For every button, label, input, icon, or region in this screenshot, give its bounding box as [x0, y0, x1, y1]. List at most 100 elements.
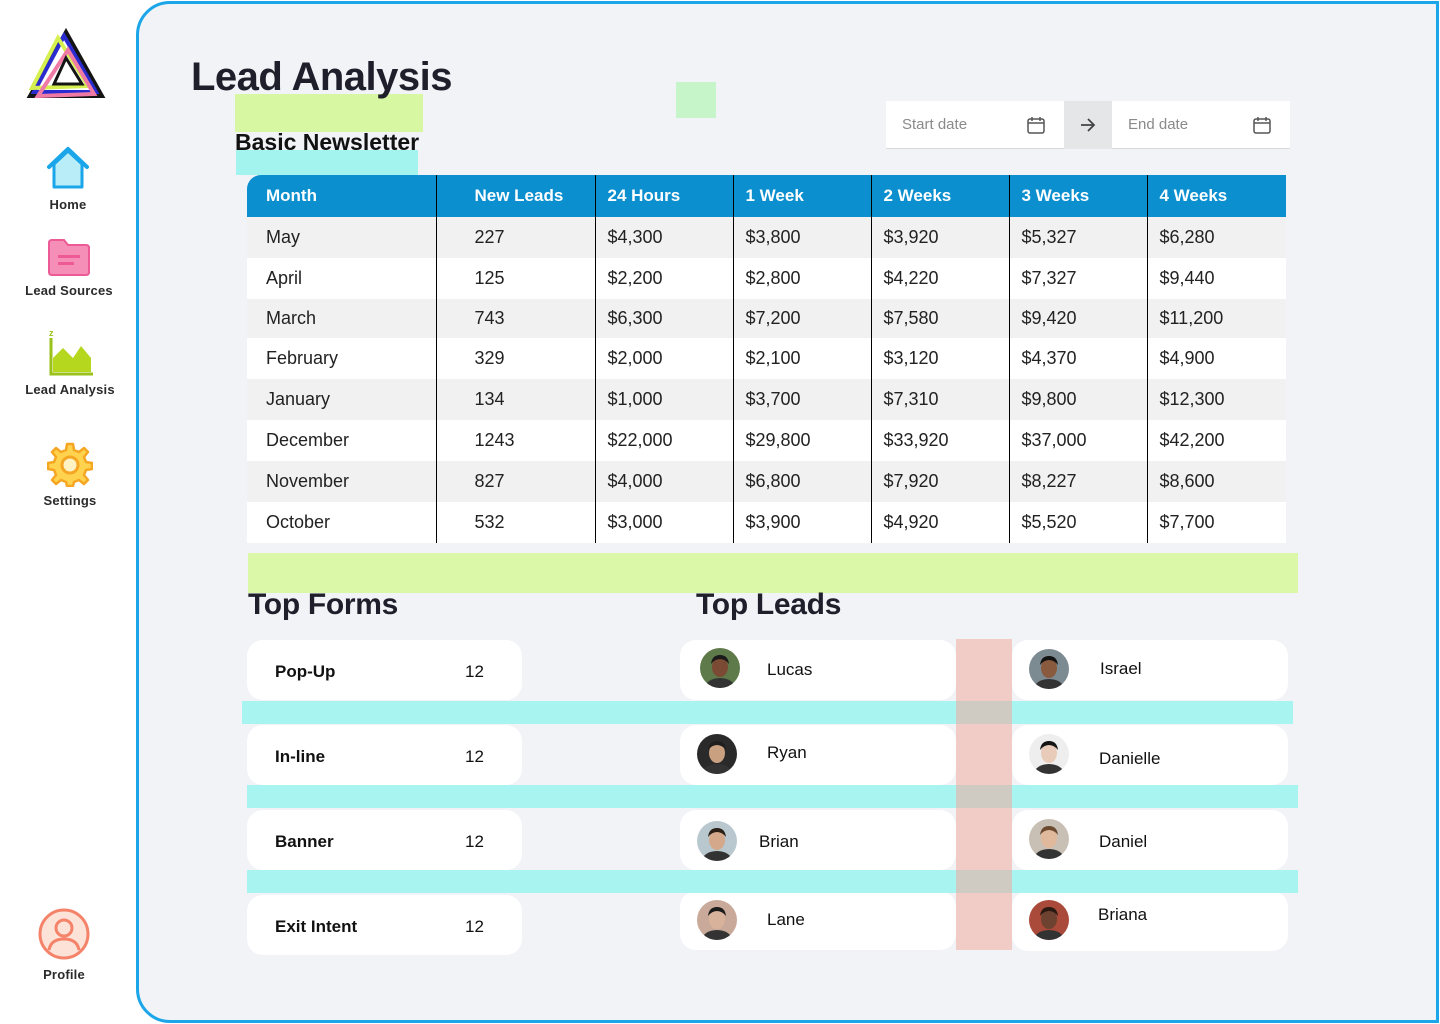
end-date-input[interactable]: End date: [1112, 101, 1290, 149]
lead-card[interactable]: Israel: [1012, 640, 1288, 700]
column-header[interactable]: 24 Hours: [594, 175, 733, 217]
form-card[interactable]: Pop-Up 12: [247, 640, 522, 700]
form-count: 12: [465, 662, 484, 681]
table-cell: $2,200: [594, 258, 733, 299]
table-cell: $3,700: [732, 379, 871, 420]
form-count: 12: [465, 747, 484, 766]
avatar: [1029, 734, 1069, 774]
avatar: [697, 821, 737, 861]
lead-analysis-table: Month New Leads 24 Hours 1 Week 2 Weeks …: [247, 175, 1286, 543]
lead-card[interactable]: Briana: [1012, 891, 1288, 951]
lead-name: Briana: [1098, 905, 1148, 924]
form-count: 12: [465, 832, 484, 851]
table-cell: March: [247, 299, 436, 338]
table-cell: $3,120: [870, 338, 1009, 379]
avatar: [1029, 649, 1069, 689]
form-card[interactable]: Exit Intent 12: [247, 895, 522, 955]
lead-name: Lane: [767, 910, 805, 929]
page-title: Lead Analysis: [191, 55, 453, 99]
sidebar-item-lead-analysis[interactable]: z Lead Analysis: [10, 328, 130, 397]
table-cell: 125: [435, 258, 595, 299]
table-row[interactable]: April 125 $2,200 $2,800 $4,220 $7,327 $9,440: [247, 258, 1286, 299]
column-header[interactable]: 2 Weeks: [870, 175, 1009, 217]
table-cell: 329: [435, 338, 595, 379]
table-row[interactable]: December 1243 $22,000 $29,800 $33,920 $37,000…: [247, 420, 1286, 461]
start-date-placeholder: Start date: [902, 116, 968, 133]
form-name: Pop-Up: [275, 662, 336, 681]
highlight-overlay: [236, 150, 418, 175]
table-cell: $3,800: [732, 217, 871, 258]
table-cell: $8,600: [1146, 461, 1286, 502]
calendar-icon[interactable]: [1026, 115, 1046, 135]
table-cell: $11,200: [1146, 299, 1286, 338]
lead-card[interactable]: Lucas: [680, 640, 956, 700]
sidebar-item-label: Lead Sources: [25, 283, 113, 298]
table-cell: $9,800: [1008, 379, 1147, 420]
table-cell: $5,520: [1008, 502, 1147, 543]
avatar: [697, 900, 737, 940]
table-row[interactable]: January 134 $1,000 $3,700 $7,310 $9,800 $12,30…: [247, 379, 1286, 420]
table-cell: $7,920: [870, 461, 1009, 502]
lead-name: Daniel: [1099, 832, 1148, 851]
table-row[interactable]: November 827 $4,000 $6,800 $7,920 $8,227 $8,60…: [247, 461, 1286, 502]
table-cell: $12,300: [1146, 379, 1286, 420]
gear-icon: [47, 442, 93, 487]
lead-name: Ryan: [767, 743, 807, 762]
sidebar-item-label: Settings: [43, 493, 97, 508]
table-cell: $6,800: [732, 461, 871, 502]
table-cell: $42,200: [1146, 420, 1286, 461]
table-cell: $8,227: [1008, 461, 1147, 502]
highlight-overlay: [235, 94, 423, 132]
table-cell: 532: [435, 502, 595, 543]
chart-icon: z: [49, 328, 93, 376]
lead-card[interactable]: Ryan: [680, 725, 956, 785]
calendar-icon[interactable]: [1252, 115, 1272, 135]
form-card[interactable]: In-line 12: [247, 725, 522, 785]
folder-icon: [48, 239, 90, 276]
table-cell: $29,800: [732, 420, 871, 461]
highlight-overlay: [242, 701, 1293, 724]
sidebar-item-settings[interactable]: Settings: [10, 441, 130, 508]
column-header[interactable]: 3 Weeks: [1008, 175, 1147, 217]
table-row[interactable]: March 743 $6,300 $7,200 $7,580 $9,420 $11,200: [247, 299, 1286, 338]
form-card[interactable]: Banner 12: [247, 810, 522, 870]
highlight-overlay: [247, 785, 1298, 808]
sidebar-item-home[interactable]: Home: [8, 145, 128, 212]
table-cell: $4,220: [870, 258, 1009, 299]
table-row[interactable]: May 227 $4,300 $3,800 $3,920 $5,327 $6,280: [247, 217, 1286, 258]
table-cell: $4,920: [870, 502, 1009, 543]
svg-text:z: z: [49, 328, 54, 338]
table-cell: $7,700: [1146, 502, 1286, 543]
table-cell: $6,300: [594, 299, 733, 338]
table-cell: 827: [435, 461, 595, 502]
table-cell: $6,280: [1146, 217, 1286, 258]
table-row[interactable]: February 329 $2,000 $2,100 $3,120 $4,370 $4,90…: [247, 338, 1286, 379]
table-cell: $4,300: [594, 217, 733, 258]
column-header[interactable]: 4 Weeks: [1146, 175, 1286, 217]
avatar: [700, 648, 740, 688]
lead-name: Lucas: [767, 660, 813, 679]
lead-card[interactable]: Danielle: [1012, 725, 1288, 785]
table-cell: $2,800: [732, 258, 871, 299]
table-cell: November: [247, 461, 436, 502]
top-leads-title: Top Leads: [696, 588, 842, 621]
sidebar-item-profile[interactable]: Profile: [4, 907, 124, 982]
column-header[interactable]: Month: [247, 175, 436, 217]
sidebar-item-label: Home: [49, 197, 87, 212]
lead-card[interactable]: Lane: [680, 891, 956, 950]
table-cell: October: [247, 502, 436, 543]
start-date-input[interactable]: Start date: [886, 101, 1064, 149]
lead-card[interactable]: Brian: [680, 810, 956, 870]
table-row[interactable]: October 532 $3,000 $3,900 $4,920 $5,520 $7,700: [247, 502, 1286, 543]
column-header[interactable]: 1 Week: [732, 175, 871, 217]
form-count: 12: [465, 917, 484, 936]
form-name: Banner: [275, 832, 334, 851]
top-forms-title: Top Forms: [248, 588, 399, 621]
table-cell: $3,000: [594, 502, 733, 543]
sidebar-item-lead-sources[interactable]: Lead Sources: [9, 237, 129, 298]
table-cell: January: [247, 379, 436, 420]
highlight-overlay: [248, 553, 1298, 593]
lead-card[interactable]: Daniel: [1012, 810, 1288, 870]
table-cell: February: [247, 338, 436, 379]
column-header[interactable]: New Leads: [435, 175, 595, 217]
